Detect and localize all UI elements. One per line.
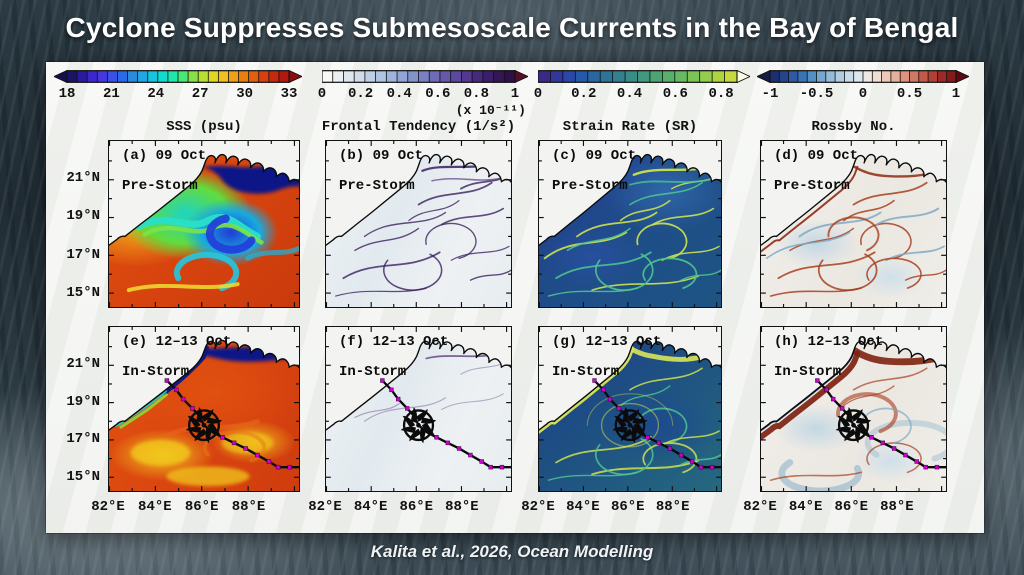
sss-in-storm-map bbox=[109, 327, 299, 491]
lat-tick-label: 17°N bbox=[66, 246, 100, 263]
lat-tick-label: 21°N bbox=[66, 170, 100, 187]
colorbar-tick-label: -0.5 bbox=[799, 86, 834, 102]
panel-label: (b) 09 Oct bbox=[339, 148, 424, 164]
lon-tick-label: 88°E bbox=[445, 499, 479, 515]
panel-phase-label: In-Storm bbox=[122, 364, 190, 380]
panel-phase-label: In-Storm bbox=[552, 364, 620, 380]
lat-tick-label: 15°N bbox=[66, 469, 100, 486]
colorbar-tick-label: 1 bbox=[951, 86, 961, 102]
frontal-pre-storm-map bbox=[326, 141, 511, 307]
colorbar-tick-label: 0 bbox=[858, 86, 868, 102]
panel-label: (h) 12–13 Oct bbox=[774, 334, 884, 350]
lon-tick-label: 84°E bbox=[566, 499, 600, 515]
lat-tick-label: 19°N bbox=[66, 393, 100, 410]
rossby-pre-storm-map bbox=[761, 141, 946, 307]
colorbar-tick-label: 0.8 bbox=[708, 86, 734, 102]
lon-tick-label: 86°E bbox=[834, 499, 869, 515]
map-panel-f: (f) 12–13 Oct In-Storm bbox=[325, 326, 512, 492]
cyclone-icon bbox=[400, 407, 437, 444]
panel-label: (f) 12–13 Oct bbox=[339, 334, 449, 350]
panel-phase-label: Pre-Storm bbox=[552, 178, 628, 194]
colorbar-tick-label: 0 bbox=[317, 86, 327, 102]
colorbar-tick-label: 0 bbox=[533, 86, 543, 102]
colorbar-tick-label: 24 bbox=[147, 86, 165, 102]
lon-tick-label: 82°E bbox=[308, 499, 342, 515]
column-title-frontal-tendency: Frontal Tendency (1/s²) bbox=[321, 119, 516, 135]
colorbar-tick-label: 0.4 bbox=[616, 86, 643, 102]
cyclone-icon bbox=[835, 407, 872, 444]
lat-tick-label: 15°N bbox=[66, 284, 100, 301]
column-title-rossby: Rossby No. bbox=[811, 119, 896, 135]
panel-phase-label: In-Storm bbox=[774, 364, 842, 380]
colorbar-tick-label: 0.2 bbox=[571, 86, 597, 102]
colorbar-tick-label: 0.5 bbox=[896, 86, 923, 102]
panel-phase-label: Pre-Storm bbox=[774, 178, 850, 194]
map-panel-b: (b) 09 Oct Pre-Storm bbox=[325, 140, 512, 308]
panel-label: (e) 12–13 Oct bbox=[122, 334, 232, 350]
citation: Kalita et al., 2026, Ocean Modelling bbox=[370, 542, 654, 561]
colorbar-scale-note: (x 10⁻¹¹) bbox=[455, 103, 526, 118]
colorbar-tick-label: 0.2 bbox=[347, 86, 374, 102]
colorbar-tick-label: 0.4 bbox=[386, 86, 412, 102]
panel-label: (c) 09 Oct bbox=[552, 148, 637, 164]
panel-label: (d) 09 Oct bbox=[774, 148, 859, 164]
lon-tick-label: 88°E bbox=[880, 499, 914, 515]
panel-phase-label: Pre-Storm bbox=[122, 178, 198, 194]
colorbar-sss: 18 21 24 27 30 33 bbox=[54, 70, 302, 124]
panel-label: (a) 09 Oct bbox=[122, 148, 207, 164]
colorbar-tick-label: 30 bbox=[236, 86, 253, 102]
lon-tick-label: 86°E bbox=[610, 499, 645, 515]
colorbar-tick-label: 27 bbox=[191, 86, 209, 102]
map-panel-e: (e) 12–13 Oct In-Storm bbox=[108, 326, 300, 492]
column-title-strain-rate: Strain Rate (SR) bbox=[562, 119, 698, 135]
column-title-sss: SSS (psu) bbox=[166, 119, 242, 135]
lon-tick-label: 82°E bbox=[743, 499, 777, 515]
frontal-in-storm-map bbox=[326, 327, 511, 491]
map-panel-h: (h) 12–13 Oct In-Storm bbox=[760, 326, 947, 492]
colorbar-tick-label: 0.6 bbox=[662, 86, 688, 102]
lon-tick-label: 82°E bbox=[521, 499, 555, 515]
colorbar-rossby: -1 -0.5 0 0.5 1 bbox=[757, 70, 969, 124]
map-panel-g: (g) 12–13 Oct In-Storm bbox=[538, 326, 722, 492]
panel-label: (g) 12–13 Oct bbox=[552, 334, 662, 350]
colorbar-tick-label: 33 bbox=[280, 86, 298, 102]
sss-pre-storm-map bbox=[109, 141, 299, 307]
rossby-in-storm-map bbox=[761, 327, 946, 491]
colorbar-strain-rate: 0 0.2 0.4 0.6 0.8 bbox=[534, 70, 750, 124]
lat-tick-label: 21°N bbox=[66, 355, 100, 372]
strain-in-storm-map bbox=[539, 327, 721, 491]
colorbar-tick-label: 21 bbox=[102, 86, 120, 102]
panel-phase-label: Pre-Storm bbox=[339, 178, 415, 194]
colorbar-tick-label: 0.8 bbox=[463, 86, 489, 102]
lon-tick-label: 82°E bbox=[91, 499, 125, 515]
frontal-colorbar bbox=[322, 70, 528, 83]
slide-title: Cyclone Suppresses Submesoscale Currents… bbox=[65, 12, 959, 43]
panel-phase-label: In-Storm bbox=[339, 364, 407, 380]
lat-tick-label: 17°N bbox=[66, 431, 100, 448]
colorbar-tick-label: -1 bbox=[761, 86, 779, 102]
cyclone-icon bbox=[612, 407, 648, 444]
lon-tick-label: 84°E bbox=[788, 499, 823, 515]
map-panel-a: (a) 09 Oct Pre-Storm bbox=[108, 140, 300, 308]
map-panel-c: (c) 09 Oct Pre-Storm bbox=[538, 140, 722, 308]
strain-pre-storm-map bbox=[539, 141, 721, 307]
colorbar-tick-label: 0.6 bbox=[425, 86, 451, 102]
strain-colorbar bbox=[538, 70, 750, 83]
colorbar-tick-label: 1 bbox=[510, 86, 520, 102]
lon-tick-label: 86°E bbox=[399, 499, 434, 515]
lon-tick-label: 84°E bbox=[353, 499, 388, 515]
sss-colorbar bbox=[54, 70, 302, 83]
rossby-colorbar bbox=[757, 70, 969, 83]
lon-tick-label: 88°E bbox=[231, 499, 266, 515]
map-panel-d: (d) 09 Oct Pre-Storm bbox=[760, 140, 947, 308]
cyclone-icon bbox=[185, 407, 223, 444]
lon-tick-label: 88°E bbox=[655, 499, 690, 515]
lon-tick-label: 84°E bbox=[138, 499, 172, 515]
colorbar-tick-label: 18 bbox=[58, 86, 76, 102]
lon-tick-label: 86°E bbox=[184, 499, 219, 515]
colorbar-frontal-tendency: (x 10⁻¹¹) 0 0.2 0.4 0.6 0.8 1 bbox=[318, 70, 528, 124]
lat-tick-label: 19°N bbox=[66, 208, 100, 225]
